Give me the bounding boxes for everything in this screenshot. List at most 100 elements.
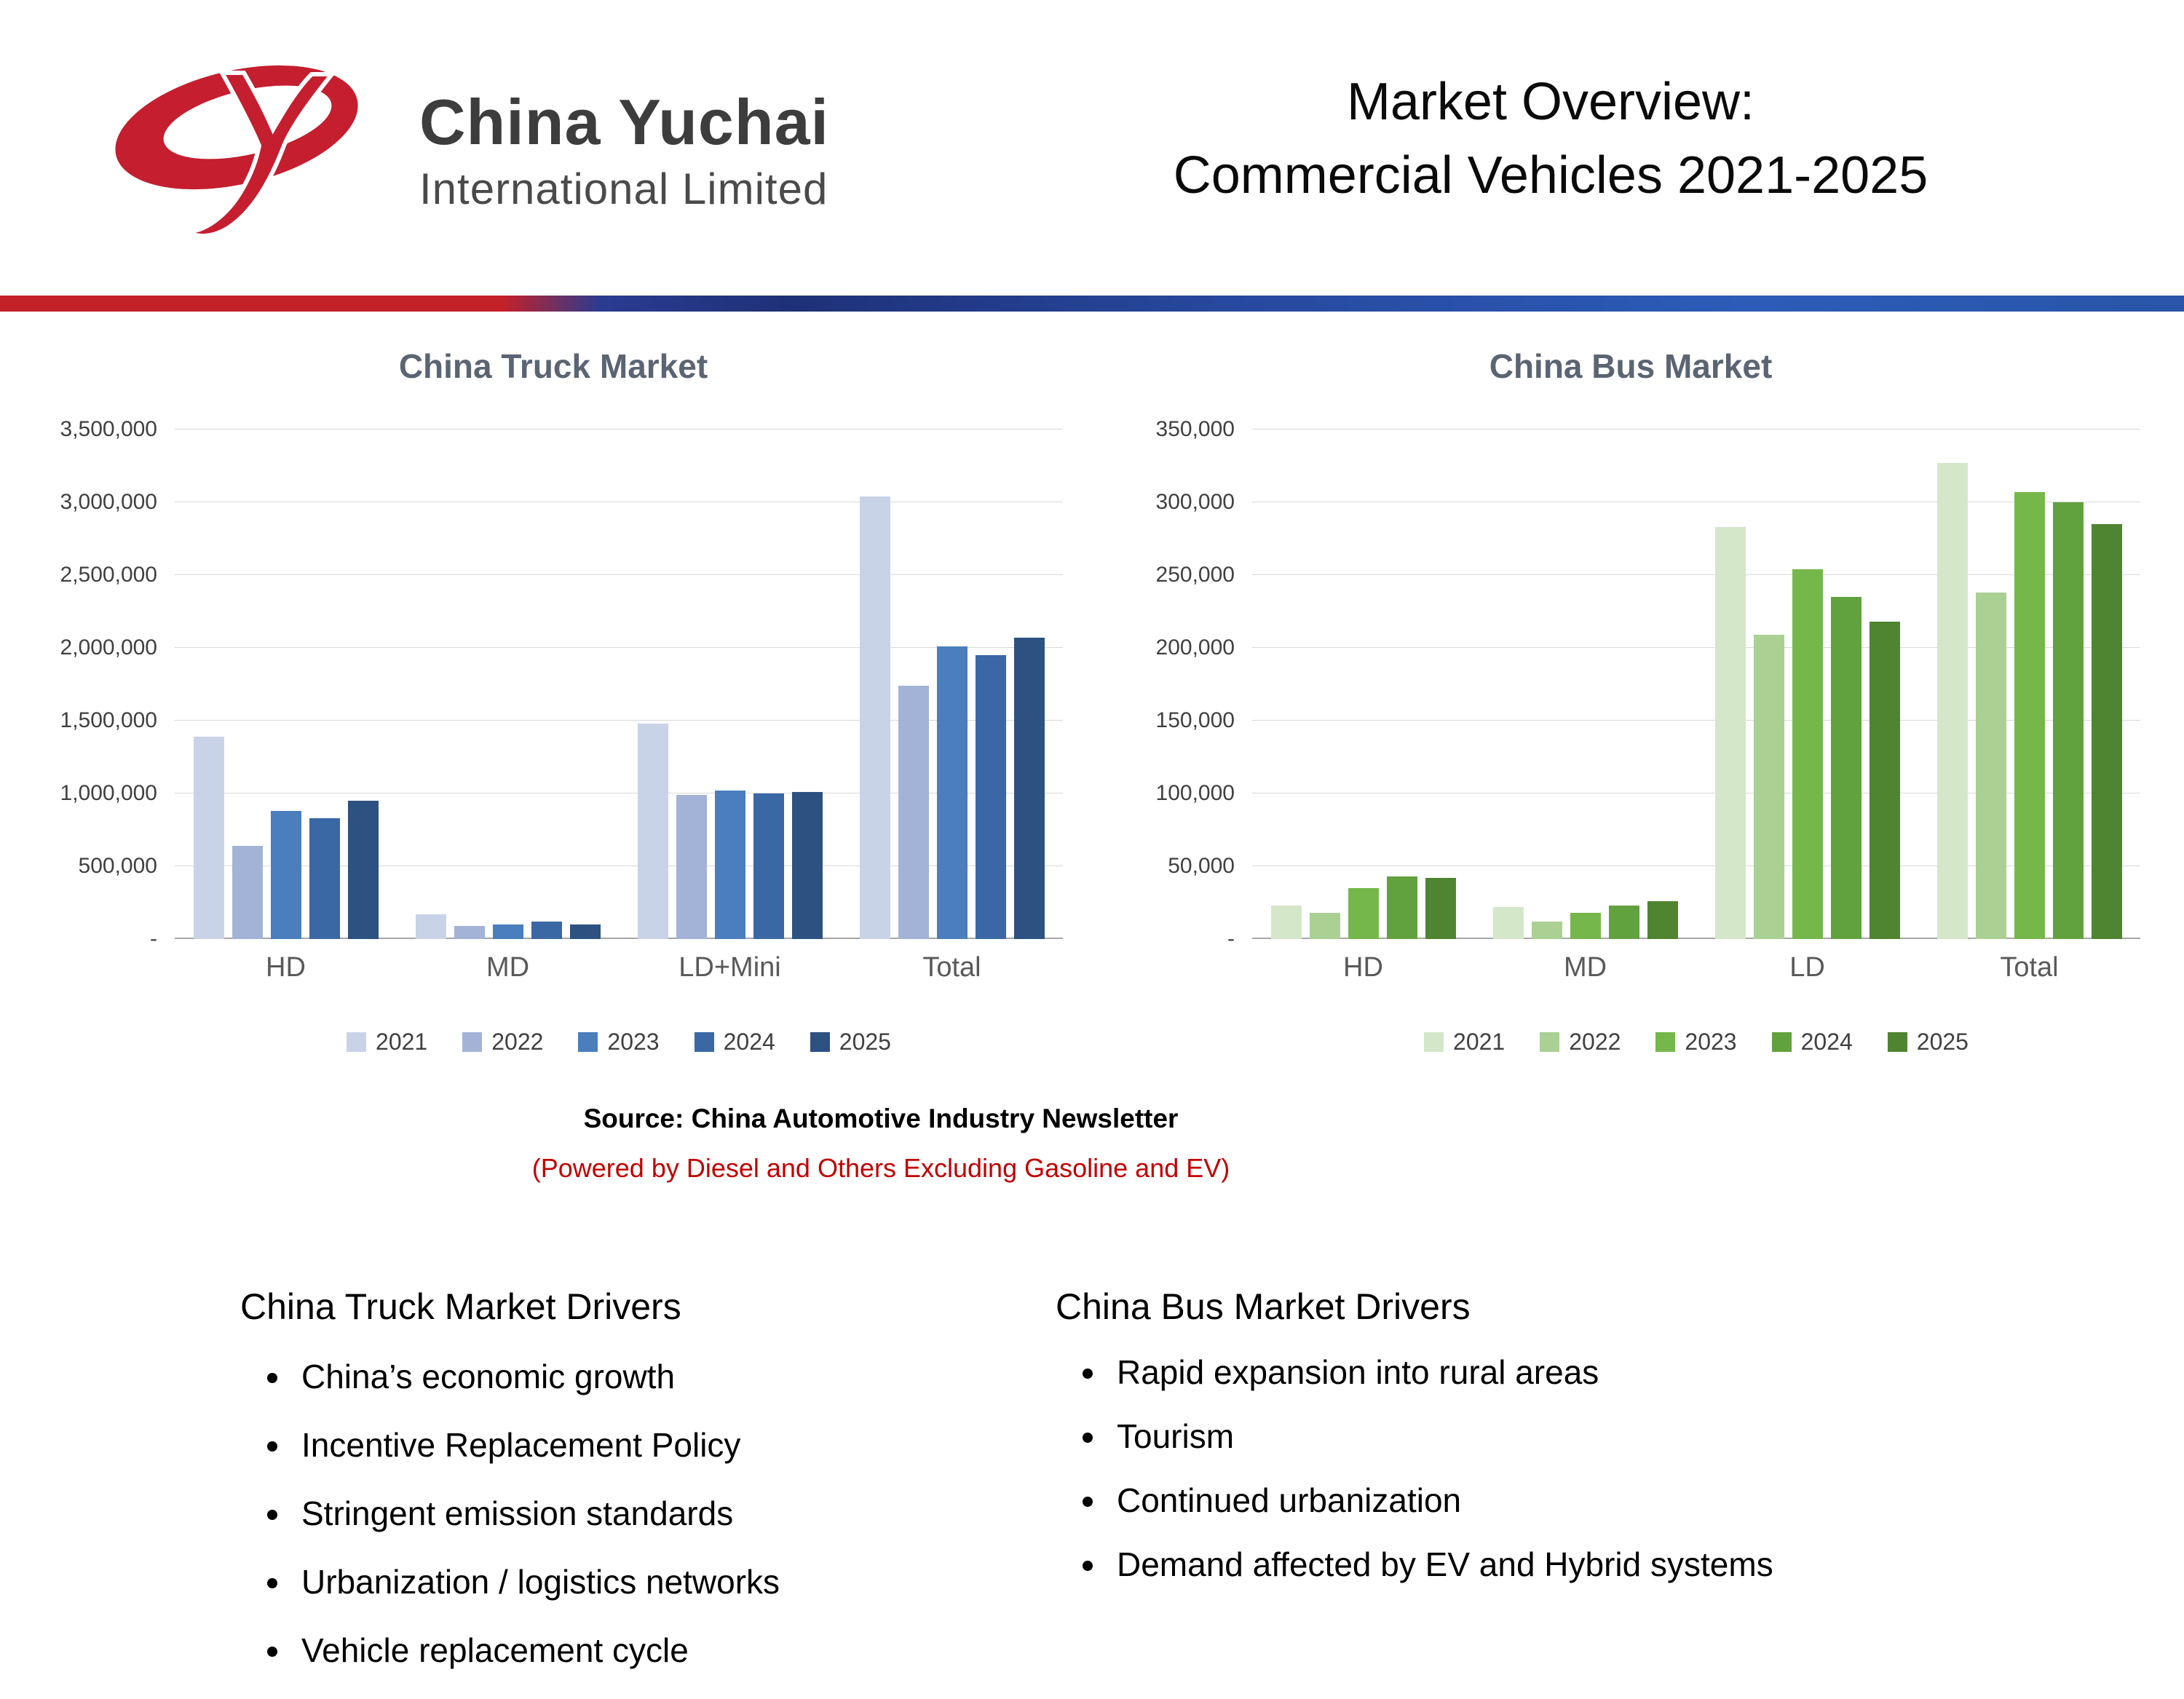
y-axis-label: 300,000 xyxy=(1155,490,1235,514)
gridline xyxy=(1252,428,2140,429)
driver-bullet: Vehicle replacement cycle xyxy=(293,1631,1041,1670)
slide-title: Market Overview: Commercial Vehicles 202… xyxy=(1005,44,2097,213)
y-axis-label: 500,000 xyxy=(78,854,157,878)
gridline xyxy=(175,428,1063,429)
truck-chart-title: China Truck Market xyxy=(398,347,708,385)
legend-swatch xyxy=(1887,1032,1907,1052)
bar-2021-MD xyxy=(415,914,446,939)
driver-bullet: China’s economic growth xyxy=(293,1357,1041,1396)
bar-group-MD xyxy=(1474,429,1696,939)
bar-2025-MD xyxy=(1647,901,1678,939)
y-axis-label: - xyxy=(1227,927,1235,951)
bar-group-LD xyxy=(1696,429,1918,939)
driver-bullet: Demand affected by EV and Hybrid systems xyxy=(1108,1545,2184,1584)
legend-swatch xyxy=(694,1032,714,1052)
legend-swatch xyxy=(1655,1032,1676,1052)
bar-group-Total xyxy=(841,429,1063,939)
bus-drivers-heading: China Bus Market Drivers xyxy=(1056,1286,1471,1327)
bar-2021-LD+Mini xyxy=(637,724,668,939)
legend-label: 2023 xyxy=(1685,1029,1737,1055)
bar-2022-Total xyxy=(1975,593,2006,939)
y-axis-label: 3,500,000 xyxy=(60,417,157,441)
truck-plot-area xyxy=(175,428,1063,939)
legend-swatch xyxy=(1540,1032,1560,1052)
bar-2022-HD xyxy=(1309,913,1340,939)
truck-market-chart: China Truck Market - 500,000 1,000,000 1,50… xyxy=(44,330,1063,1056)
driver-bullet: Urbanization / logistics networks xyxy=(293,1562,1041,1601)
driver-bullet: Continued urbanization xyxy=(1108,1481,2184,1520)
gridline xyxy=(175,719,1063,721)
bar-2023-HD xyxy=(270,811,301,939)
logo-brand-name: China Yuchai xyxy=(419,85,829,158)
bar-2023-MD xyxy=(492,924,523,939)
legend-item-2023: 2023 xyxy=(578,1029,660,1056)
gridline xyxy=(175,792,1063,793)
gridline xyxy=(175,646,1063,648)
legend-swatch xyxy=(347,1032,367,1052)
truck-legend: 2021 2022 2023 2024 2025 xyxy=(175,1029,1063,1056)
bus-x-axis: HD MD LD Total xyxy=(1252,952,2140,983)
bus-market-chart: China Bus Market - 50,000 100,000 150,000 20… xyxy=(1121,330,2140,1056)
bar-2025-HD xyxy=(347,801,379,939)
legend-item-2022: 2022 xyxy=(1540,1029,1621,1056)
truck-y-axis: - 500,000 1,000,000 1,500,000 2,000,000 2,500… xyxy=(44,417,175,951)
y-axis-label: 350,000 xyxy=(1155,417,1235,441)
gridline xyxy=(1252,501,2140,502)
source-line2: (Powered by Diesel and Others Excluding … xyxy=(531,1153,1230,1183)
slide-title-line2: Commercial Vehicles 2021-2025 xyxy=(1173,146,1928,205)
x-axis-label-MD: MD xyxy=(486,952,530,983)
gridline xyxy=(1252,646,2140,648)
bar-2024-HD xyxy=(1386,876,1417,939)
x-axis-label-LD+Mini: LD+Mini xyxy=(678,952,781,983)
driver-bullet: Rapid expansion into rural areas xyxy=(1108,1353,2184,1392)
x-axis-label-HD: HD xyxy=(1343,952,1383,983)
legend-label: 2021 xyxy=(1453,1029,1506,1055)
logo-sub-name: International Limited xyxy=(419,164,828,213)
x-axis-label-Total: Total xyxy=(922,952,981,983)
legend-item-2021: 2021 xyxy=(1424,1029,1505,1056)
x-axis-label-MD: MD xyxy=(1563,952,1607,983)
bar-2022-LD+Mini xyxy=(676,795,707,939)
legend-swatch xyxy=(1424,1032,1444,1052)
bar-2024-Total xyxy=(2052,502,2084,939)
truck-drivers-heading: China Truck Market Drivers xyxy=(240,1286,681,1327)
legend-item-2022: 2022 xyxy=(462,1029,543,1056)
bar-2024-Total xyxy=(975,655,1006,939)
bar-2021-LD xyxy=(1714,527,1746,939)
source-note: Source: China Automotive Industry Newsle… xyxy=(0,1104,1762,1184)
y-axis-label: 3,000,000 xyxy=(60,490,157,514)
legend-label: 2025 xyxy=(839,1029,891,1055)
y-axis-label: 1,500,000 xyxy=(60,708,157,732)
bar-2024-LD+Mini xyxy=(753,793,784,939)
bar-2022-HD xyxy=(232,846,263,939)
bar-2023-MD xyxy=(1570,913,1601,939)
truck-drivers-list: China’s economic growth Incentive Replace… xyxy=(240,1357,1041,1670)
gridline xyxy=(175,574,1063,575)
market-drivers-section: China Truck Market Drivers China’s econo… xyxy=(0,1286,2184,1699)
legend-swatch xyxy=(1771,1032,1792,1052)
bus-chart-title: China Bus Market xyxy=(1489,347,1773,385)
bar-2024-MD xyxy=(531,922,562,939)
y-axis-label: 50,000 xyxy=(1168,854,1235,878)
legend-label: 2022 xyxy=(1569,1029,1621,1055)
gridline xyxy=(175,501,1063,502)
legend-label: 2024 xyxy=(1800,1029,1853,1055)
legend-label: 2023 xyxy=(607,1029,660,1055)
bar-2023-Total xyxy=(936,646,968,939)
x-axis-label-LD: LD xyxy=(1789,952,1825,983)
driver-bullet: Incentive Replacement Policy xyxy=(293,1425,1041,1465)
bar-2025-Total xyxy=(2091,524,2122,939)
y-axis-label: 2,500,000 xyxy=(60,563,157,587)
x-axis-line xyxy=(1252,938,2140,939)
bar-2025-LD xyxy=(1869,622,1900,939)
legend-label: 2022 xyxy=(491,1029,544,1055)
legend-item-2024: 2024 xyxy=(694,1029,775,1056)
y-axis-label: - xyxy=(150,927,157,951)
gridline xyxy=(1252,865,2140,866)
bus-plot-area xyxy=(1252,428,2140,939)
gridline xyxy=(1252,719,2140,721)
legend-label: 2025 xyxy=(1916,1029,1969,1055)
legend-swatch xyxy=(462,1032,483,1052)
x-axis-line xyxy=(175,938,1063,939)
bar-2022-Total xyxy=(898,686,929,939)
